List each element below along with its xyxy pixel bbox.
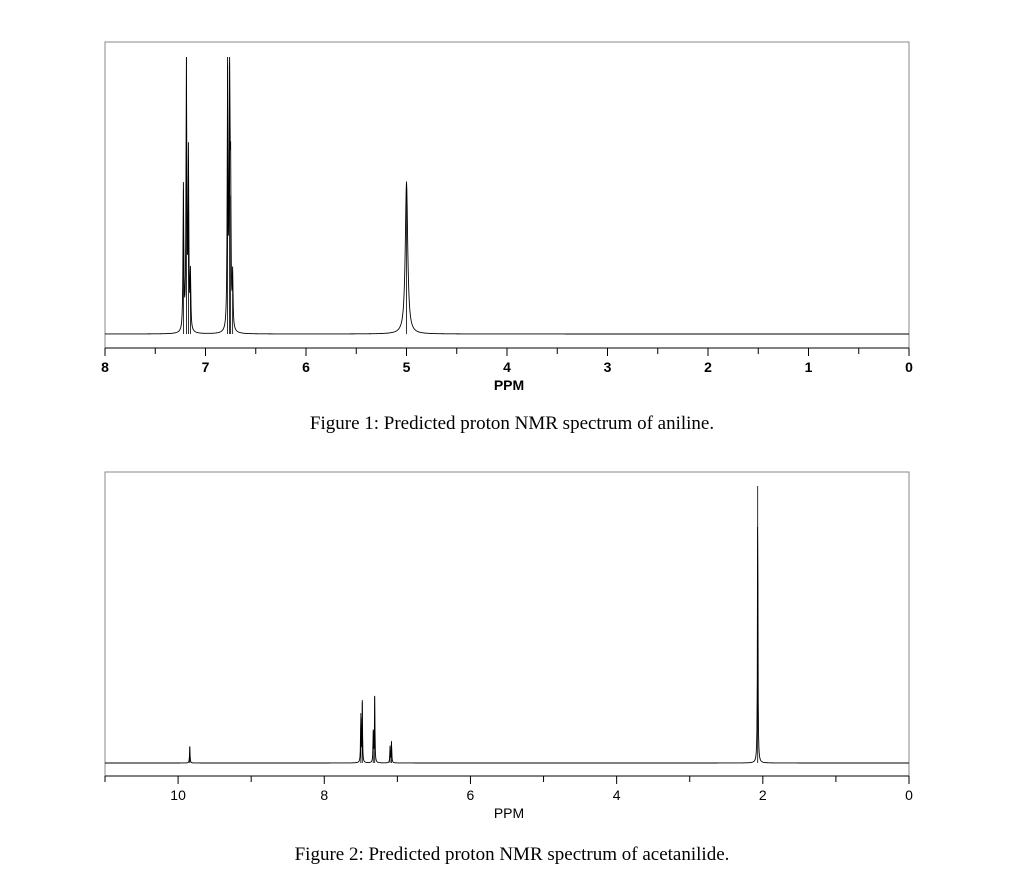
figure-acetanilide: 10 8 6 4 2 0 PPM Figure 2: Predicted proton NM… xyxy=(0,445,1024,894)
tick-label: 0 xyxy=(905,787,913,803)
tick-label: 10 xyxy=(170,787,186,803)
nmr-chart-acetanilide: 10 8 6 4 2 0 PPM xyxy=(104,471,913,821)
figure-caption: Figure 1: Predicted proton NMR spectrum … xyxy=(309,413,715,434)
tick-label: 4 xyxy=(503,359,511,375)
tick-label: 0 xyxy=(905,359,913,375)
tick-label: 3 xyxy=(604,359,612,375)
figure-caption: Figure 2: Predicted proton NMR spectrum … xyxy=(294,844,730,865)
tick-label: 6 xyxy=(302,359,310,375)
tick-label: 4 xyxy=(613,787,621,803)
tick-label: 8 xyxy=(320,787,328,803)
figure-aniline: 8 7 6 5 4 3 2 1 0 PPM Figure 1: Predicted proton … xyxy=(0,0,1024,445)
tick-label: 1 xyxy=(805,359,813,375)
tick-label: 7 xyxy=(202,359,210,375)
x-axis-label: PPM xyxy=(494,805,524,821)
tick-label: 6 xyxy=(467,787,475,803)
spectrum-line xyxy=(105,56,909,335)
tick-label: 2 xyxy=(704,359,712,375)
tick-label: 2 xyxy=(759,787,767,803)
x-axis-label: PPM xyxy=(494,377,524,393)
plot-frame xyxy=(104,41,910,349)
tick-label: 5 xyxy=(403,359,411,375)
tick-label: 8 xyxy=(101,359,109,375)
spectrum-line xyxy=(105,526,909,764)
nmr-chart-aniline: 8 7 6 5 4 3 2 1 0 PPM xyxy=(101,41,913,393)
plot-frame xyxy=(104,471,910,777)
